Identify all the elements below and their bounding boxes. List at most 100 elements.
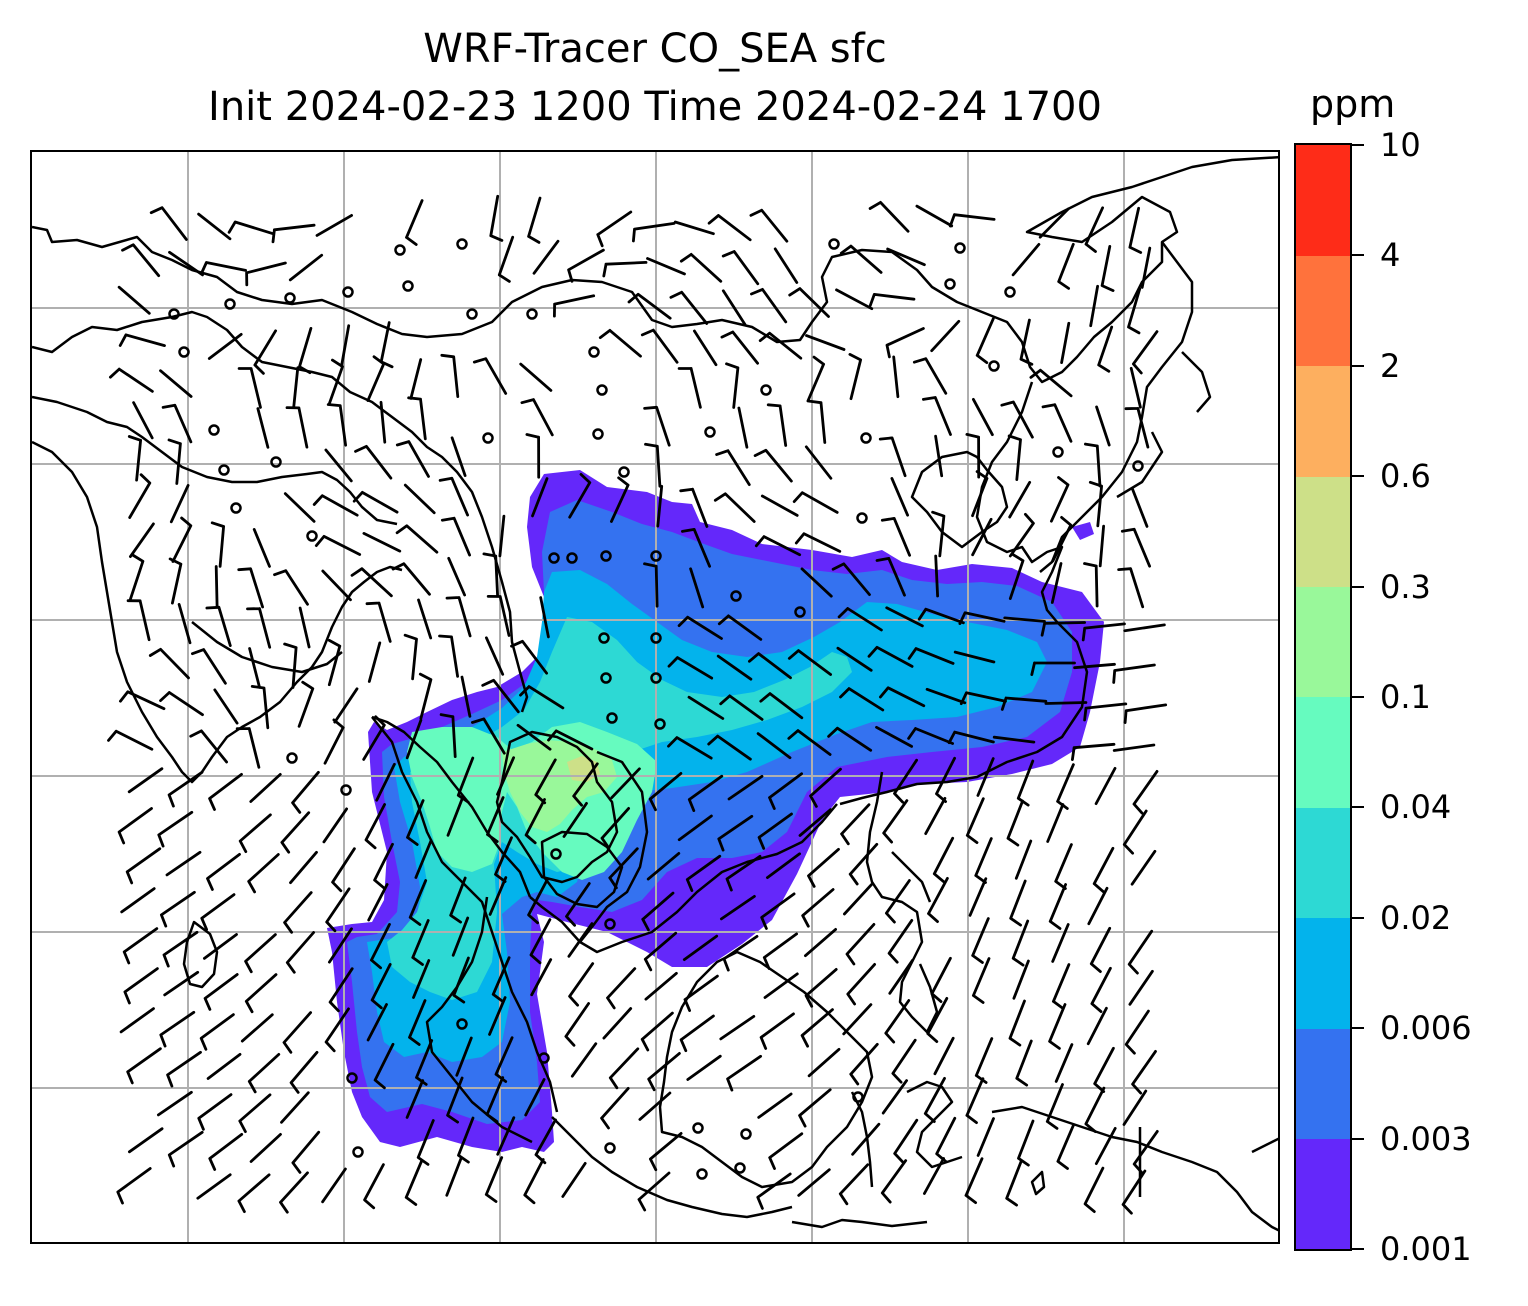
wind-barb: [760, 892, 796, 930]
wind-barb: [326, 403, 347, 447]
wind-barb: [749, 208, 789, 243]
wind-barb: [1124, 407, 1150, 449]
wind-barb: [438, 476, 469, 517]
coast-north-russia: [32, 155, 1278, 384]
calm-wind-marker: [740, 1128, 752, 1140]
colorbar-unit-label: ppm: [1310, 82, 1396, 126]
wind-barb: [720, 895, 756, 921]
colorbar-tick-label: 0.04: [1380, 788, 1452, 827]
calm-wind-marker: [548, 552, 560, 564]
wind-barb: [321, 1167, 347, 1204]
wind-barb: [1005, 1159, 1023, 1207]
wind-barb: [1123, 703, 1168, 724]
wind-barb: [119, 1007, 155, 1034]
wind-barb: [804, 928, 837, 958]
wind-barb: [370, 923, 391, 970]
calm-wind-marker: [618, 466, 630, 478]
wind-barb: [324, 1007, 350, 1053]
tracer-blob-korea: [1072, 522, 1094, 540]
wind-barb: [1122, 1089, 1148, 1126]
colorbar-tick: [1352, 806, 1364, 809]
calm-wind-marker: [352, 1146, 364, 1158]
wind-barb: [484, 1156, 504, 1203]
wind-barb: [321, 569, 352, 602]
wind-barb: [520, 398, 554, 437]
wind-barb: [839, 687, 885, 712]
wind-barb: [683, 974, 719, 1012]
wind-barb: [498, 514, 506, 558]
wind-barb: [759, 1012, 795, 1050]
wind-barb: [882, 799, 909, 844]
wind-barb: [481, 678, 520, 714]
wind-barb: [907, 727, 954, 745]
wind-barb: [646, 257, 686, 276]
wind-barb: [1054, 1043, 1074, 1083]
wind-barb: [804, 445, 833, 480]
wind-barb: [246, 607, 272, 649]
wind-barb: [797, 1168, 831, 1197]
wind-barb: [1088, 480, 1103, 528]
wind-barb: [166, 1050, 202, 1088]
wind-barb: [1046, 803, 1065, 843]
calm-wind-marker: [954, 242, 966, 254]
wind-barb: [1131, 1050, 1157, 1095]
colorbar-segment: [1296, 917, 1350, 1029]
wind-barb: [570, 1042, 598, 1078]
wind-barb: [720, 330, 759, 365]
wind-barb: [721, 250, 760, 286]
wind-barb: [638, 1091, 672, 1121]
wind-barb: [1112, 663, 1156, 684]
wind-barb: [748, 652, 792, 680]
calm-wind-marker: [852, 1091, 864, 1103]
wind-barb: [927, 877, 949, 923]
calm-wind-marker: [596, 384, 608, 396]
wind-barb: [1009, 879, 1027, 927]
wind-barb: [686, 1054, 722, 1081]
wind-barb: [207, 333, 243, 360]
colorbar-tick-label: 0.1: [1380, 678, 1431, 716]
map-panel[interactable]: [30, 150, 1280, 1244]
wind-barb: [324, 448, 353, 483]
wind-barb: [1038, 207, 1070, 239]
wind-barb: [405, 199, 424, 246]
wind-barb: [685, 854, 722, 892]
wind-barb: [391, 562, 431, 596]
wind-barb: [637, 1171, 671, 1212]
wind-barb: [947, 730, 995, 745]
wind-barb: [572, 762, 599, 807]
wind-barb: [725, 362, 740, 409]
calm-wind-marker: [550, 848, 562, 860]
coast-sumatra-java: [551, 1116, 928, 1229]
wind-barb: [1132, 330, 1159, 375]
wind-barb: [887, 919, 914, 964]
wind-barb: [279, 1171, 309, 1214]
wind-barb: [1127, 287, 1142, 335]
wind-barb: [312, 494, 359, 517]
wind-barb: [238, 1093, 272, 1133]
wind-barb: [719, 1015, 756, 1041]
wind-barb: [1008, 480, 1032, 519]
wind-barb: [482, 552, 499, 598]
wind-barb: [568, 473, 592, 519]
wind-barb: [838, 1163, 870, 1206]
wind-barb: [934, 434, 944, 478]
wind-barb: [350, 567, 393, 598]
calm-wind-marker: [218, 464, 230, 476]
wind-barb: [1017, 1119, 1035, 1167]
colorbar-segment: [1296, 255, 1350, 367]
wind-barb: [367, 883, 389, 922]
wind-barb: [893, 1118, 919, 1164]
colorbar-tick-label: 0.6: [1380, 457, 1431, 496]
wind-barb: [1008, 512, 1035, 558]
wind-barb: [200, 261, 247, 275]
wind-barb: [417, 598, 433, 640]
colorbar-tick-label: 0.001: [1380, 1230, 1472, 1268]
wind-barb: [280, 811, 311, 854]
wind-barb: [314, 535, 362, 556]
wind-barb: [1051, 516, 1073, 563]
wind-barb: [285, 931, 315, 974]
wind-barb: [282, 1011, 312, 1054]
wind-barb: [1112, 743, 1156, 752]
wind-barb: [687, 695, 725, 720]
colorbar-tick-label: 0.02: [1380, 898, 1452, 937]
